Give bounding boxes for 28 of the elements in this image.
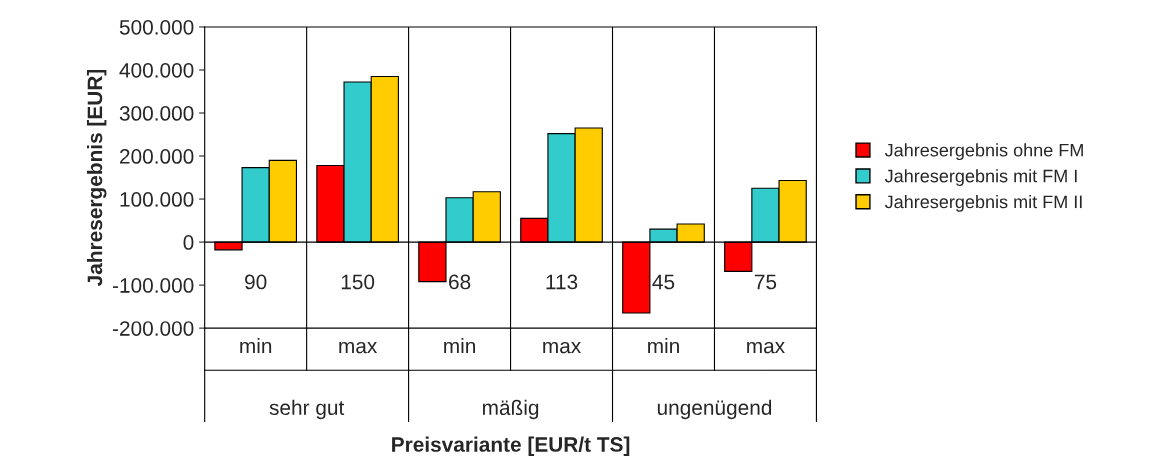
y-tick-label: -200.000 [112, 321, 194, 336]
x-tick-label: 75 [754, 274, 777, 290]
y-tick-label: 300.000 [119, 106, 194, 121]
text: mäßig [483, 399, 539, 420]
y-tick-label: 200.000 [120, 149, 194, 164]
text: ungenügend [657, 399, 772, 420]
legend-label: Jahresergebnis mit FM II [884, 194, 1082, 212]
text: max [747, 341, 785, 354]
x-tick-label: 113 [546, 274, 578, 290]
y-tick-label: 400.000 [119, 62, 194, 78]
text: sehr gut [269, 399, 345, 420]
x-tick-label: 68 [449, 274, 471, 290]
y-axis-title: Jahresergebnis [EUR] [86, 69, 107, 287]
text: min [444, 337, 476, 354]
y-tick-label: -100.000 [112, 278, 194, 293]
text: max [543, 341, 581, 354]
y-tick-label: 100.000 [120, 192, 194, 207]
y-tick-label: 0 [183, 235, 194, 250]
y-tick-label: 500.000 [119, 19, 194, 35]
x-tick-label: 90 [245, 274, 267, 290]
x-tick-label: 45 [652, 274, 675, 290]
x-tick-label: 150 [341, 274, 375, 290]
x-axis-title: Preisvariante [EUR/t TS] [392, 436, 630, 456]
text: min [648, 337, 679, 354]
legend-label: Jahresergebnis mit FM I [884, 169, 1077, 186]
legend-label: Jahresergebnis ohne FM [884, 143, 1083, 161]
text: max [339, 341, 378, 354]
text: min [240, 337, 272, 354]
